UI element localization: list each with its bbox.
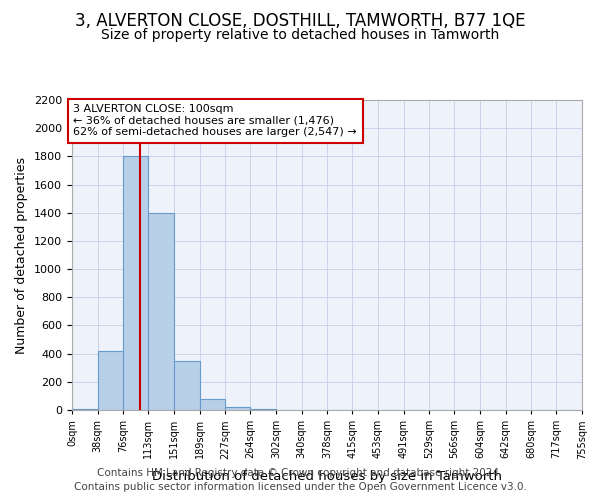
Text: 3 ALVERTON CLOSE: 100sqm
← 36% of detached houses are smaller (1,476)
62% of sem: 3 ALVERTON CLOSE: 100sqm ← 36% of detach…: [73, 104, 357, 138]
Bar: [174, 360, 200, 410]
Bar: [72, 408, 98, 410]
Bar: [148, 212, 174, 410]
Text: 3, ALVERTON CLOSE, DOSTHILL, TAMWORTH, B77 1QE: 3, ALVERTON CLOSE, DOSTHILL, TAMWORTH, B…: [75, 12, 525, 30]
X-axis label: Distribution of detached houses by size in Tamworth: Distribution of detached houses by size …: [152, 470, 502, 482]
Text: Contains HM Land Registry data © Crown copyright and database right 2024.
Contai: Contains HM Land Registry data © Crown c…: [74, 468, 526, 492]
Bar: [200, 400, 226, 410]
Text: Size of property relative to detached houses in Tamworth: Size of property relative to detached ho…: [101, 28, 499, 42]
Bar: [226, 407, 250, 410]
Bar: [124, 156, 148, 410]
Y-axis label: Number of detached properties: Number of detached properties: [16, 156, 28, 354]
Bar: [98, 351, 124, 410]
